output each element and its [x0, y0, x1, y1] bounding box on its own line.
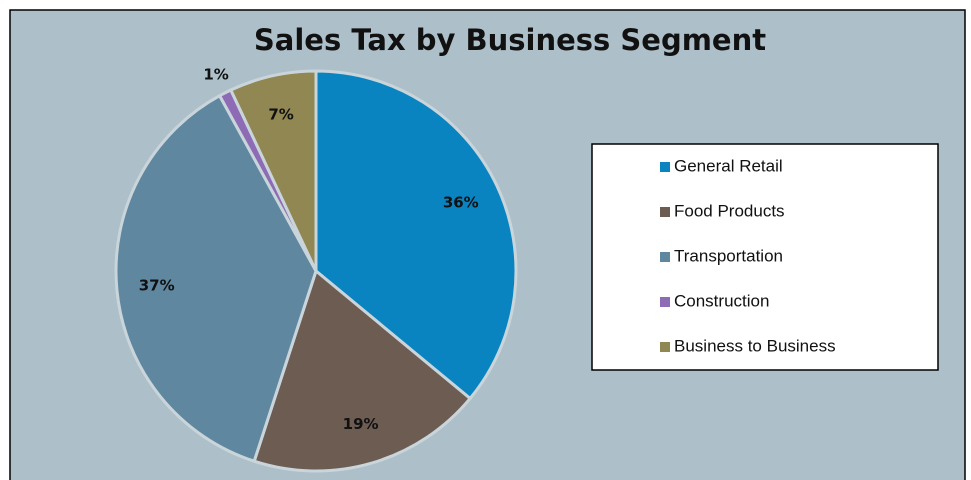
legend-swatch	[660, 207, 670, 217]
legend-label: Food Products	[674, 201, 785, 220]
data-label: 19%	[343, 415, 379, 433]
data-label: 37%	[139, 277, 175, 295]
pie-slice	[114, 93, 318, 464]
data-label: 36%	[443, 193, 479, 211]
legend-box	[591, 143, 939, 371]
legend-swatch	[660, 252, 670, 262]
legend-swatch	[660, 297, 670, 307]
pie-slice	[252, 268, 473, 473]
legend-label: Business to Business	[674, 336, 836, 355]
chart-title: Sales Tax by Business Segment	[254, 23, 766, 57]
legend-label: Transportation	[674, 246, 783, 265]
legend-label: Construction	[674, 291, 769, 310]
legend-label: General Retail	[674, 156, 783, 175]
data-label: 1%	[203, 65, 228, 83]
legend-swatch	[660, 162, 670, 172]
pie-slice	[314, 69, 518, 401]
pie-slice	[228, 69, 318, 272]
data-label: 7%	[268, 105, 293, 123]
legend-swatch	[660, 342, 670, 352]
